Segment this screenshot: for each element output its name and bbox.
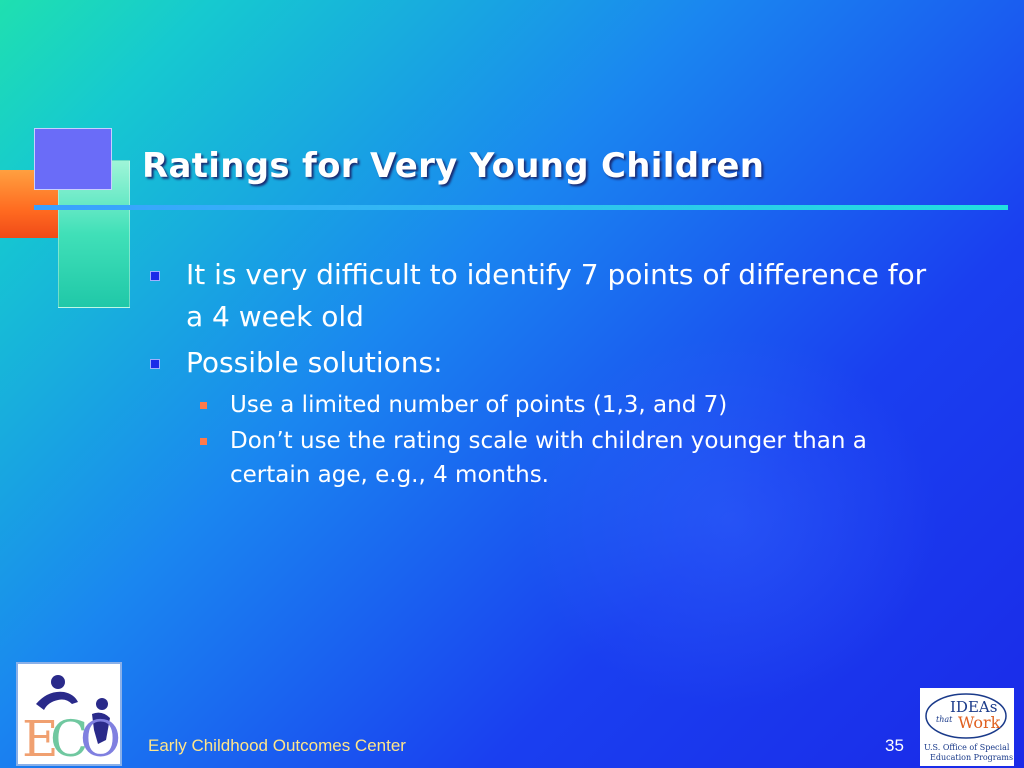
square-bullet-icon — [150, 271, 160, 281]
sub-bullet-item: Don’t use the rating scale with children… — [184, 424, 928, 492]
bullet-item: Possible solutions: — [148, 342, 928, 384]
bullet-text: Possible solutions: — [186, 346, 443, 379]
ideas-logo-icon: IDEAs that Work U.S. Office of Special E… — [920, 688, 1014, 766]
background-glow — [520, 330, 940, 710]
small-square-bullet-icon — [200, 438, 207, 445]
ideas-that-work-logo: IDEAs that Work U.S. Office of Special E… — [920, 688, 1014, 766]
slide-title: Ratings for Very Young Children — [142, 146, 765, 186]
bullet-item: It is very difficult to identify 7 point… — [148, 254, 928, 338]
sub-bullet-text: Use a limited number of points (1,3, and… — [230, 392, 728, 418]
bullet-text: It is very difficult to identify 7 point… — [186, 258, 927, 333]
logo-ideas-text: IDEAs — [950, 698, 997, 716]
logo-office-text: U.S. Office of Special — [924, 743, 1010, 752]
sub-bullet-item: Use a limited number of points (1,3, and… — [184, 388, 928, 422]
logo-that-text: that — [936, 715, 953, 724]
decor-purple-square — [34, 128, 112, 190]
sub-bullet-list: Use a limited number of points (1,3, and… — [148, 388, 928, 492]
eco-logo: E C O — [16, 662, 122, 766]
sub-bullet-text: Don’t use the rating scale with children… — [230, 428, 867, 488]
title-underline — [34, 205, 1008, 210]
logo-letter-e: E — [22, 710, 59, 764]
footer-org-name: Early Childhood Outcomes Center — [148, 736, 406, 755]
logo-work-text: Work — [958, 713, 1001, 732]
logo-letter-c: C — [50, 710, 88, 764]
page-number: 35 — [885, 736, 904, 755]
sub-bullet-group: Use a limited number of points (1,3, and… — [148, 388, 928, 492]
bullet-list: It is very difficult to identify 7 point… — [148, 254, 928, 492]
square-bullet-icon — [150, 359, 160, 369]
eco-logo-icon: E C O — [18, 664, 120, 764]
small-square-bullet-icon — [200, 402, 207, 409]
logo-programs-text: Education Programs — [930, 753, 1013, 762]
logo-letter-o: O — [80, 710, 120, 764]
